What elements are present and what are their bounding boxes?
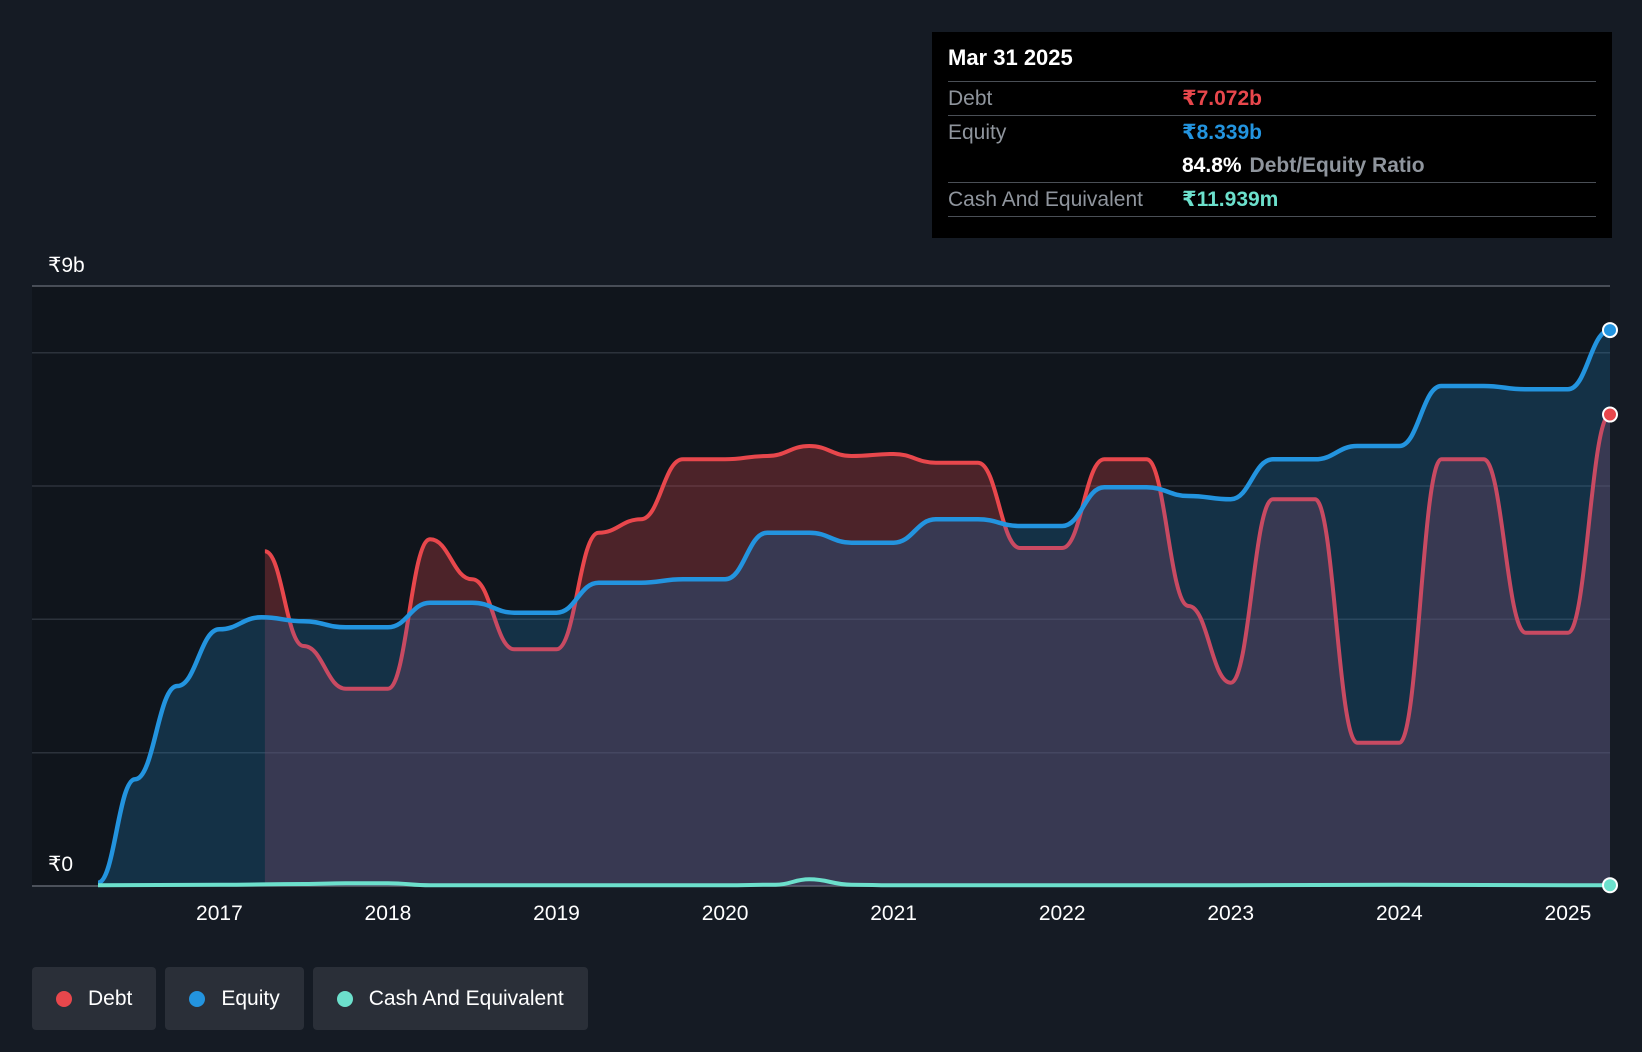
x-tick-label: 2019 (533, 902, 580, 925)
legend-label-equity: Equity (221, 986, 280, 1010)
legend-dot-equity (189, 990, 206, 1007)
tooltip-date: Mar 31 2025 (948, 45, 1073, 70)
tooltip-equity-row: Equity ₹8.339b (948, 115, 1596, 149)
tooltip-ratio-value: 84.8% (1182, 153, 1242, 177)
series-lines (97, 327, 1611, 888)
x-tick-label: 2025 (1545, 902, 1592, 925)
legend-item-debt[interactable]: Debt (32, 967, 157, 1030)
legend-dot-cash (336, 990, 353, 1007)
tooltip-debt-row: Debt ₹7.072b (948, 81, 1596, 115)
y-tick-label: ₹9b (48, 254, 85, 277)
legend-label-debt: Debt (88, 986, 133, 1010)
x-tick-label: 2021 (870, 902, 917, 925)
cash-line (97, 877, 1611, 888)
tooltip-ratio-label: Debt/Equity Ratio (1249, 153, 1425, 177)
tooltip-panel: Mar 31 2025 Debt ₹7.072b Equity ₹8.339b … (932, 32, 1612, 238)
x-axis-ticks: 2017 2018 2019 2020 2021 2022 2023 2024 2025 (196, 902, 1591, 925)
tooltip-equity-value: ₹8.339b (1182, 121, 1262, 144)
tooltip-cash-value: ₹11.939m (1182, 188, 1279, 211)
y-axis-ticks: ₹9b ₹0 (48, 254, 85, 876)
x-tick-label: 2018 (365, 902, 412, 925)
tooltip-equity-label: Equity (948, 120, 1007, 144)
equity-area (98, 330, 1610, 887)
tooltip-debt-label: Debt (948, 86, 993, 110)
legend-dot-debt (56, 990, 72, 1007)
x-tick-label: 2024 (1376, 902, 1423, 925)
tooltip-ratio-row: 84.8% Debt/Equity Ratio (948, 149, 1596, 182)
y-tick-label: ₹0 (48, 853, 73, 876)
series-endpoints (1602, 322, 1618, 894)
cash-endpoint (1602, 877, 1618, 894)
legend-label-cash: Cash And Equivalent (368, 986, 564, 1010)
tooltip-cash-label: Cash And Equivalent (948, 187, 1143, 211)
legend-item-equity[interactable]: Equity (165, 967, 304, 1030)
x-tick-label: 2020 (702, 902, 749, 925)
legend: Debt Equity Cash And Equivalent (32, 967, 588, 1030)
equity-endpoint (1602, 322, 1618, 339)
plot-background (32, 286, 1610, 886)
debt-endpoint (1602, 406, 1618, 423)
debt-area-below-equity (264, 414, 1610, 886)
legend-item-cash[interactable]: Cash And Equivalent (312, 967, 588, 1030)
x-tick-label: 2023 (1207, 902, 1254, 925)
tooltip-debt-value: ₹7.072b (1182, 87, 1262, 110)
equity-line (97, 327, 1611, 885)
x-tick-label: 2022 (1039, 902, 1086, 925)
series-areas (98, 330, 1610, 887)
x-tick-label: 2017 (196, 902, 243, 925)
tooltip-cash-row: Cash And Equivalent ₹11.939m (948, 182, 1596, 217)
